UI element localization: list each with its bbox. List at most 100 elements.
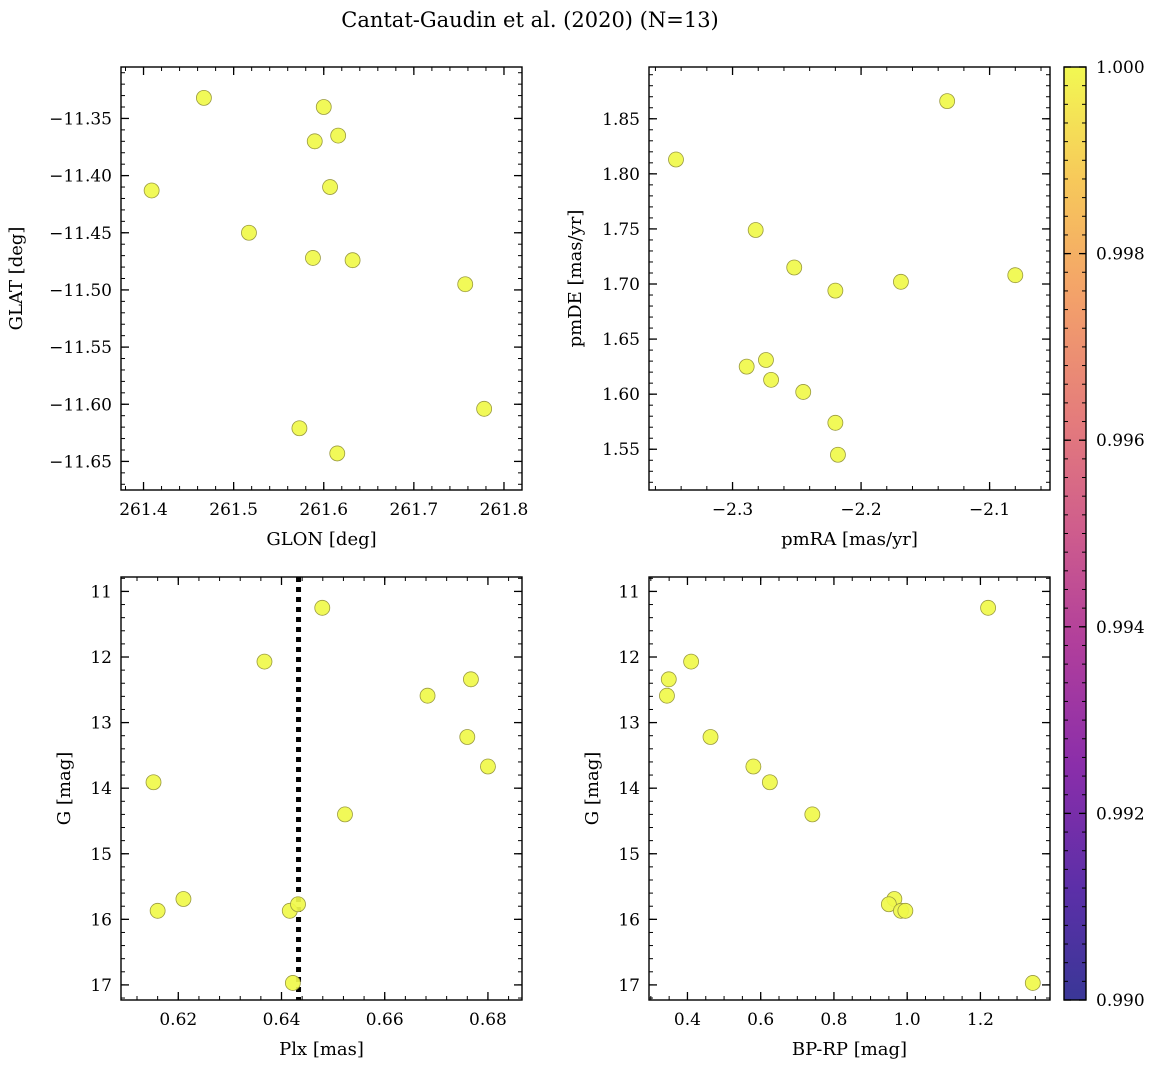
x-tick-label: −2.1 xyxy=(969,500,1010,520)
y-axis-label: G [mag] xyxy=(582,752,603,825)
data-point xyxy=(476,400,493,417)
y-tick-label: 1.55 xyxy=(602,440,640,460)
x-axis-label: GLON [deg] xyxy=(266,529,376,550)
y-axis-label: G [mag] xyxy=(54,752,75,825)
panels: 261.4 261.5 261.6 261.7 261.8 −11.65 −11.60 −11… xyxy=(6,66,1051,1060)
colorbar-ticks: 0.990 0.992 0.994 0.996 0.998 1.000 xyxy=(1064,58,1145,1011)
data-point xyxy=(830,446,846,463)
data-point xyxy=(827,282,844,299)
data-point xyxy=(457,276,474,293)
data-point xyxy=(827,414,844,431)
y-tick-label: −11.65 xyxy=(49,452,112,472)
colorbar-gradient xyxy=(1064,67,1086,1000)
data-point xyxy=(175,891,192,907)
data-point xyxy=(745,758,762,775)
x-tick-label: 1.2 xyxy=(967,1010,994,1030)
x-tick-label: 0.4 xyxy=(674,1010,701,1030)
data-point xyxy=(786,259,803,276)
data-point xyxy=(344,252,361,269)
x-tick-label: 261.6 xyxy=(299,500,348,520)
axes-frame xyxy=(648,576,1051,1001)
y-tick-label: 1.65 xyxy=(602,330,640,350)
y-tick-label: 1.70 xyxy=(602,275,640,295)
data-point xyxy=(747,222,764,238)
data-point xyxy=(284,975,301,991)
y-tick-label: 1.75 xyxy=(602,220,640,240)
y-tick-label: −11.50 xyxy=(49,281,112,301)
y-tick-label: 13 xyxy=(90,714,112,734)
y-tick-label: 11 xyxy=(618,582,640,602)
x-tick-label: 261.4 xyxy=(119,500,168,520)
x-tick-label: 0.64 xyxy=(263,1010,301,1030)
data-point xyxy=(804,806,821,823)
panel-2: −2.3 −2.2 −2.1 1.55 1.60 1.65 1.70 1.75 1.80 1.85… xyxy=(565,66,1051,550)
x-tick-label: 261.5 xyxy=(209,500,258,520)
colorbar-tick-label: 0.994 xyxy=(1096,618,1145,638)
data-point xyxy=(795,384,812,400)
x-tick-label: 261.8 xyxy=(480,500,529,520)
y-tick-label: 14 xyxy=(90,779,112,799)
data-point xyxy=(459,729,476,745)
data-point xyxy=(738,358,755,375)
y-tick-label: 16 xyxy=(90,910,112,930)
axes-frame xyxy=(120,66,523,491)
data-point xyxy=(659,687,675,704)
x-axis-label: pmRA [mas/yr] xyxy=(781,529,918,550)
panel-1: 261.4 261.5 261.6 261.7 261.8 −11.65 −11.60 −11… xyxy=(6,66,529,550)
figure-title: Cantat-Gaudin et al. (2020) (N=13) xyxy=(341,8,719,32)
data-point xyxy=(761,774,778,791)
colorbar-tick-label: 0.992 xyxy=(1096,804,1145,824)
x-tick-label: 261.7 xyxy=(390,500,439,520)
y-tick-label: 17 xyxy=(618,976,640,996)
colorbar-tick-label: 1.000 xyxy=(1096,58,1145,78)
y-tick-label: −11.55 xyxy=(49,338,112,358)
data-point xyxy=(241,224,257,241)
data-point xyxy=(196,89,212,106)
data-point xyxy=(897,902,914,919)
y-tick-label: −11.45 xyxy=(49,224,112,244)
y-tick-label: 16 xyxy=(618,910,640,930)
x-tick-label: 1.0 xyxy=(894,1010,921,1030)
data-point xyxy=(763,371,779,388)
data-point xyxy=(419,687,436,704)
data-point xyxy=(893,273,909,290)
y-tick-label: 13 xyxy=(618,714,640,734)
x-tick-label: 0.6 xyxy=(747,1010,774,1030)
panel-3: 0.62 0.64 0.66 0.68 11 12 13 14 15 16 17 Plx [mas] G… xyxy=(54,576,523,1060)
y-axis-label: pmDE [mas/yr] xyxy=(565,210,586,348)
data-point xyxy=(149,902,166,919)
colorbar-tick-label: 0.996 xyxy=(1096,431,1145,451)
data-point xyxy=(256,653,273,670)
data-point xyxy=(480,758,496,775)
data-point xyxy=(330,127,347,144)
x-tick-label: 0.8 xyxy=(820,1010,847,1030)
data-point xyxy=(980,599,997,616)
x-tick-label: −2.3 xyxy=(712,500,753,520)
y-tick-label: 11 xyxy=(90,582,112,602)
data-point xyxy=(702,729,719,745)
y-tick-label: −11.60 xyxy=(49,395,112,415)
data-point xyxy=(315,99,332,115)
y-tick-label: −11.35 xyxy=(49,109,112,129)
data-point xyxy=(290,896,306,913)
y-tick-label: 15 xyxy=(90,845,112,865)
data-point xyxy=(683,653,700,670)
y-tick-label: 15 xyxy=(618,845,640,865)
data-point xyxy=(463,671,479,688)
data-point xyxy=(329,445,346,462)
y-tick-label: 1.85 xyxy=(602,110,640,130)
y-tick-label: −11.40 xyxy=(49,167,112,187)
data-point xyxy=(143,182,160,199)
data-point xyxy=(305,250,321,266)
data-point xyxy=(1007,267,1024,284)
y-axis-label: GLAT [deg] xyxy=(6,227,27,331)
data-point xyxy=(291,420,308,437)
y-tick-label: 1.80 xyxy=(602,165,640,185)
colorbar-tick-label: 0.998 xyxy=(1096,245,1145,265)
colorbar: 0.990 0.992 0.994 0.996 0.998 1.000 xyxy=(1063,58,1145,1011)
data-point xyxy=(939,93,956,110)
data-point xyxy=(322,179,338,195)
x-tick-label: 0.68 xyxy=(469,1010,507,1030)
data-point xyxy=(1024,975,1041,991)
